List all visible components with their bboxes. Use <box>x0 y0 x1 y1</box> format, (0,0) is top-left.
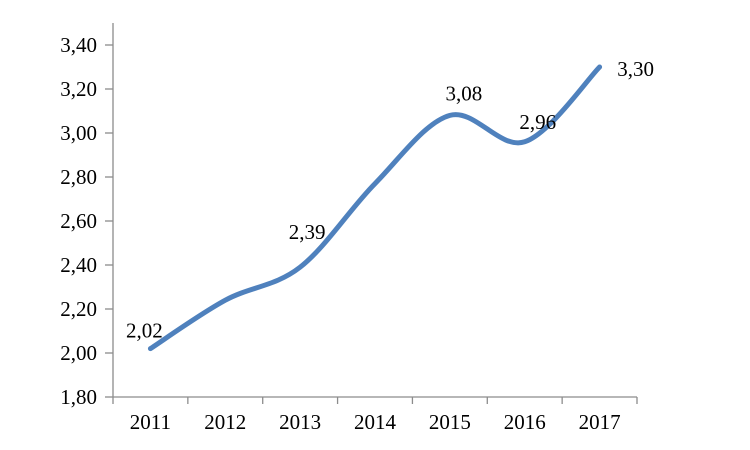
y-axis-tick-label: 2,20 <box>60 297 97 321</box>
data-label: 3,08 <box>445 81 482 105</box>
x-axis-tick-label: 2015 <box>429 410 471 434</box>
series-line <box>147 64 603 352</box>
x-axis-tick-label: 2014 <box>354 410 397 434</box>
y-axis-tick-label: 1,80 <box>60 385 97 409</box>
data-label: 2,39 <box>289 220 326 244</box>
y-axis-tick-label: 2,00 <box>60 341 97 365</box>
data-label: 2,02 <box>126 319 163 343</box>
x-axis-tick-label: 2011 <box>130 410 171 434</box>
data-label: 2,96 <box>519 110 556 134</box>
data-label: 3,30 <box>617 57 654 81</box>
y-axis-tick-label: 3,40 <box>60 33 97 57</box>
y-axis-tick-label: 3,20 <box>60 77 97 101</box>
x-axis-tick-label: 2013 <box>279 410 321 434</box>
y-axis-tick-label: 3,00 <box>60 121 97 145</box>
y-axis-tick-label: 2,60 <box>60 209 97 233</box>
y-axis-tick-label: 2,80 <box>60 165 97 189</box>
x-axis-tick-label: 2017 <box>579 410 621 434</box>
x-axis-tick-label: 2016 <box>504 410 546 434</box>
y-axis-tick-label: 2,40 <box>60 253 97 277</box>
x-axis-tick-label: 2012 <box>204 410 246 434</box>
